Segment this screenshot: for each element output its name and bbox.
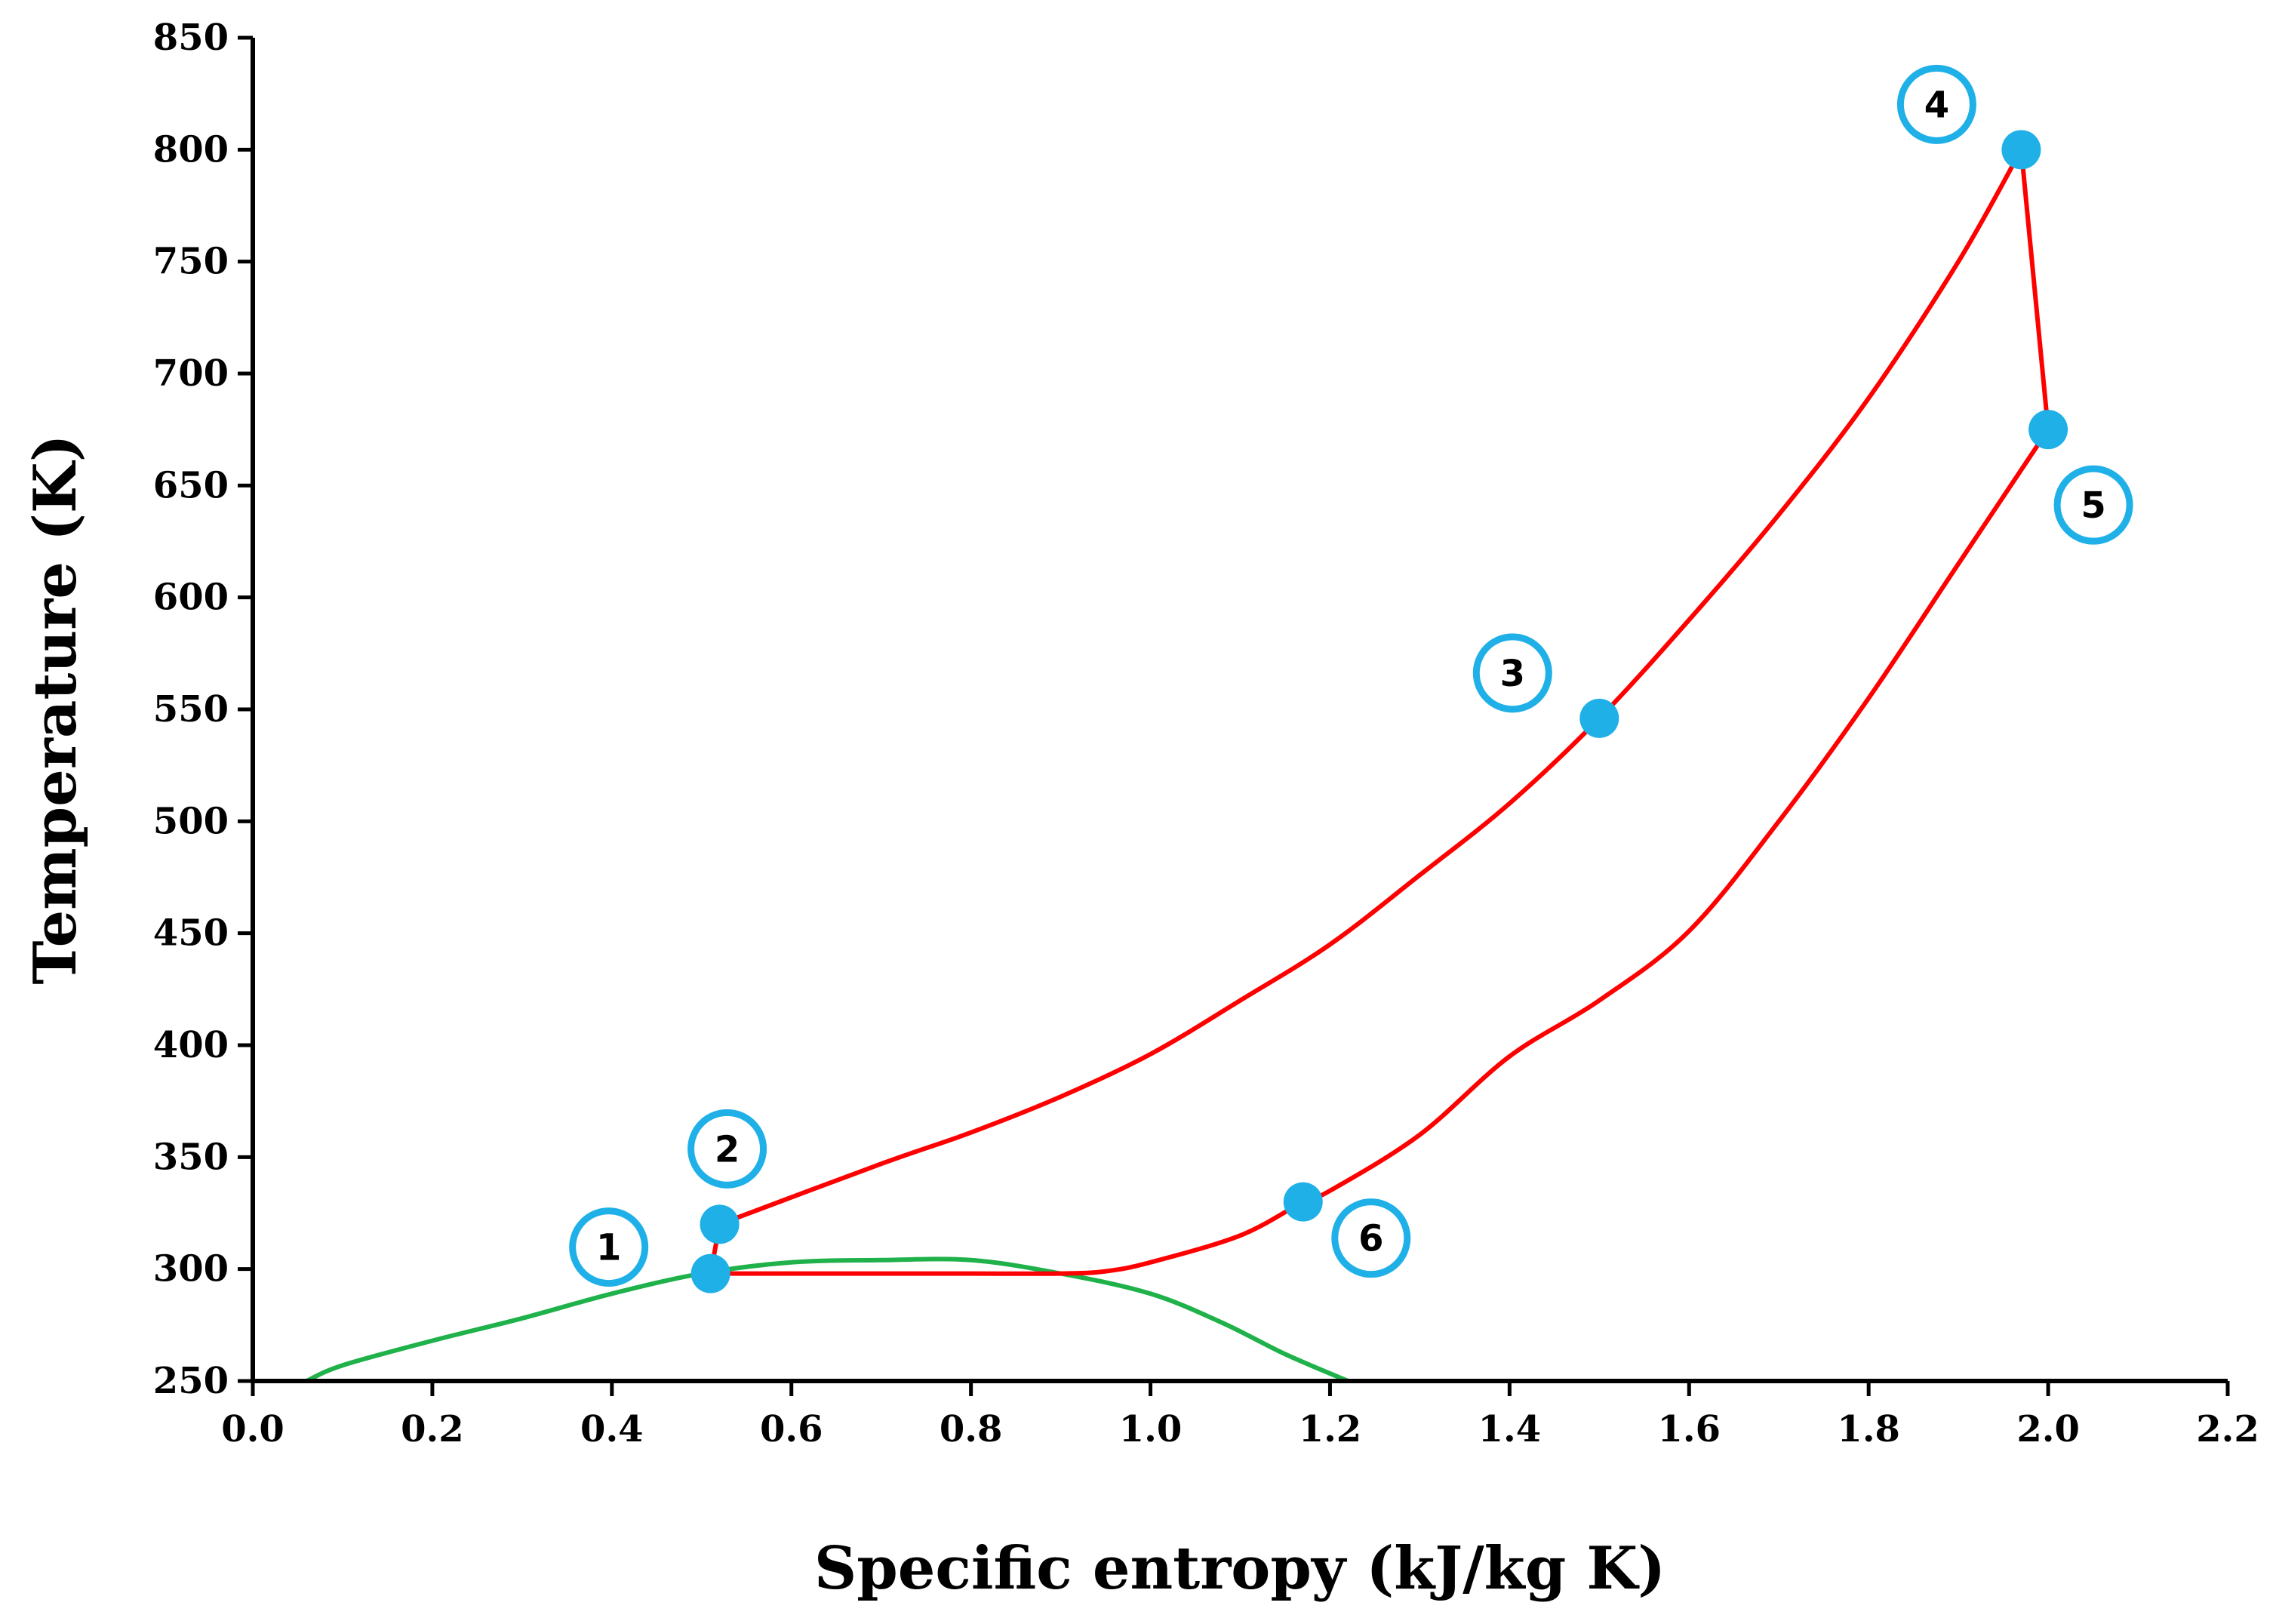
x-tick-label: 0.6	[760, 1408, 823, 1450]
x-tick-label: 1.6	[1658, 1408, 1721, 1450]
state-point-1	[690, 1253, 730, 1293]
state-point-4	[2001, 130, 2041, 170]
y-tick-label: 750	[153, 241, 229, 283]
y-tick-label: 400	[153, 1024, 229, 1066]
y-tick-label: 450	[153, 912, 229, 955]
x-tick-label: 1.8	[1837, 1408, 1900, 1450]
axes	[251, 38, 2228, 1383]
state-point-3	[1579, 698, 1619, 738]
series-line-cycle-1	[708, 147, 2024, 1276]
state-label-1: 1	[596, 1227, 621, 1269]
state-label-ring-1	[569, 1207, 649, 1287]
state-label-4: 4	[1924, 84, 1949, 126]
ticks-layer: 0.0 0.2 0.4 0.6 0.8 1.0 1.2 1.4 1.6 1.8 2.0 2.2 250 3…	[153, 17, 2259, 1450]
series-layer	[304, 147, 2051, 1383]
state-point-2	[700, 1204, 740, 1244]
state-label-3: 3	[1500, 653, 1525, 695]
y-tick-label: 600	[153, 577, 229, 619]
x-tick-label: 0.2	[401, 1408, 464, 1450]
state-label-ring-6	[1331, 1198, 1411, 1278]
series-line-cycle-2	[708, 147, 2051, 1276]
y-tick-label: 550	[153, 688, 229, 730]
x-tick-label: 1.2	[1299, 1408, 1362, 1450]
x-axis-title: Specific entropy (kJ/kg K)	[814, 1534, 1665, 1603]
state-points-layer: 1 2 3 4 5 6	[569, 64, 2133, 1293]
state-label-6: 6	[1358, 1218, 1383, 1260]
y-tick-label: 700	[153, 352, 229, 395]
x-tick-label: 1.0	[1119, 1408, 1183, 1450]
y-tick-label: 850	[153, 17, 229, 59]
x-tick-label: 0.0	[221, 1408, 284, 1450]
x-tick-label: 0.8	[940, 1408, 1003, 1450]
y-tick-label: 500	[153, 800, 229, 842]
state-label-ring-3	[1472, 633, 1552, 713]
state-label-ring-4	[1896, 64, 1976, 144]
state-label-2: 2	[715, 1128, 740, 1170]
y-axis-title: Temperature (K)	[21, 434, 90, 984]
y-tick-label: 300	[153, 1248, 229, 1290]
x-tick-label: 2.2	[2196, 1408, 2259, 1450]
state-point-6	[1283, 1182, 1323, 1222]
x-tick-label: 2.0	[2016, 1408, 2080, 1450]
x-tick-label: 0.4	[580, 1408, 644, 1450]
y-tick-label: 650	[153, 464, 229, 506]
state-point-5	[2028, 410, 2068, 450]
y-tick-label: 800	[153, 128, 229, 171]
y-tick-label: 250	[153, 1360, 229, 1402]
state-label-ring-5	[2053, 465, 2133, 545]
x-tick-label: 1.4	[1478, 1408, 1542, 1450]
state-label-ring-2	[687, 1109, 767, 1189]
series-line-saturation-dome	[304, 1256, 1351, 1383]
state-label-5: 5	[2081, 484, 2105, 527]
y-tick-label: 350	[153, 1136, 229, 1178]
